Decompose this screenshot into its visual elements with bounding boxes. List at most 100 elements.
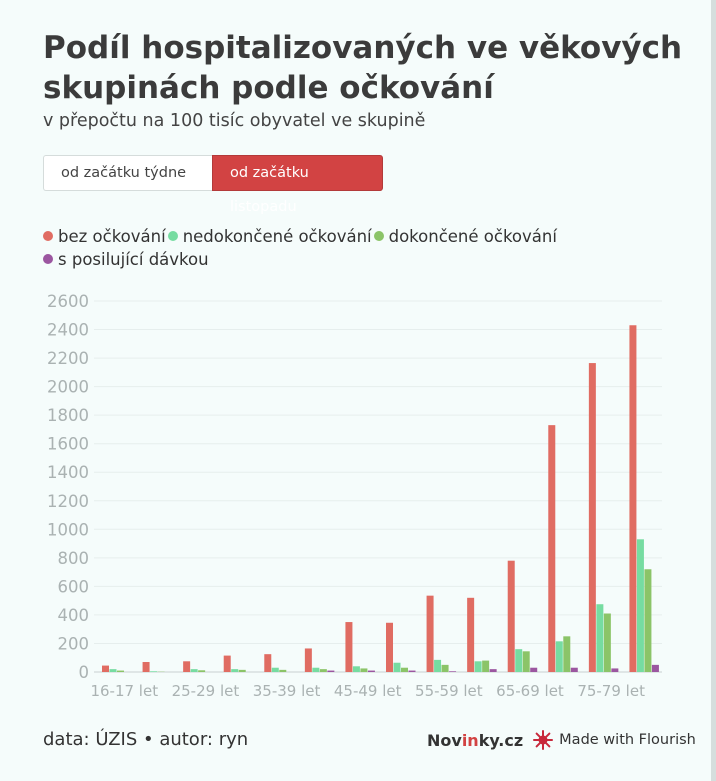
- legend-dot-icon: [373, 231, 384, 241]
- bar: [603, 613, 611, 672]
- footer-brands: Novinky.cz Made with Flourish: [427, 728, 696, 752]
- legend-item[interactable]: bez očkování: [43, 225, 166, 248]
- bar: [271, 667, 279, 672]
- flourish-label: Made with Flourish: [559, 732, 696, 748]
- y-tick-label: 1200: [47, 492, 89, 511]
- y-tick-label: 2600: [47, 292, 89, 311]
- bar: [570, 667, 578, 672]
- chart-subtitle: v přepočtu na 100 tisíc obyvatel ve skup…: [43, 111, 426, 131]
- bar: [644, 569, 652, 672]
- toggle-option-week[interactable]: od začátku týdne: [43, 155, 212, 191]
- bar: [426, 595, 434, 672]
- y-tick-label: 1600: [47, 435, 89, 454]
- bar: [441, 664, 449, 672]
- bar: [150, 671, 158, 672]
- bar: [611, 668, 619, 672]
- chart-legend: bez očkování nedokončené očkování dokončen…: [43, 225, 683, 271]
- bar: [449, 671, 457, 672]
- bar: [386, 622, 393, 672]
- bar: [588, 363, 596, 672]
- y-tick-label: 400: [58, 606, 90, 625]
- bar: [629, 325, 637, 672]
- bar: [548, 425, 556, 672]
- bar: [264, 654, 272, 672]
- bar: [345, 622, 353, 672]
- bar: [279, 669, 287, 672]
- flourish-logo-icon: [533, 730, 554, 750]
- bar: [367, 670, 375, 672]
- legend-item[interactable]: s posilující dávkou: [43, 248, 209, 271]
- x-tick-label: 65-69 let: [496, 682, 564, 700]
- bar: [467, 597, 475, 672]
- y-tick-label: 1400: [47, 463, 89, 482]
- bar: [360, 668, 368, 672]
- x-tick-label: 75-79 let: [577, 682, 645, 700]
- bar: [190, 669, 198, 672]
- bar: [530, 667, 538, 672]
- bar-chart: 0 200 400 600 800 1000 1200 1400 1600 1800 2000 220…: [47, 292, 662, 700]
- x-tick-label: 45-49 let: [334, 682, 402, 700]
- x-tick-label: 16-17 let: [90, 682, 158, 700]
- bar: [555, 641, 563, 672]
- bar: [401, 667, 408, 672]
- y-tick-label: 1800: [47, 406, 89, 425]
- legend-item[interactable]: dokončené očkování: [373, 225, 557, 248]
- y-tick-label: 2200: [47, 349, 89, 368]
- x-tick-label: 25-29 let: [172, 682, 240, 700]
- bar: [231, 669, 239, 672]
- bar: [183, 661, 191, 672]
- bar: [327, 670, 335, 672]
- y-tick-label: 200: [58, 634, 90, 653]
- bar: [515, 649, 523, 672]
- bar: [223, 655, 231, 672]
- bar: [102, 665, 109, 672]
- toggle-option-november[interactable]: od začátku listopadu: [212, 155, 383, 215]
- chart-title: Podíl hospitalizovaných ve věkových skup…: [43, 30, 683, 106]
- y-tick-label: 1000: [47, 520, 89, 539]
- bar: [522, 651, 530, 672]
- bar: [507, 560, 515, 672]
- bar: [474, 661, 482, 672]
- x-tick-label: 55-59 let: [415, 682, 483, 700]
- novinky-logo[interactable]: Novinky.cz: [427, 731, 523, 750]
- y-tick-label: 0: [79, 663, 90, 682]
- bar: [312, 667, 320, 672]
- legend-dot-icon: [167, 231, 178, 241]
- bar: [393, 662, 401, 672]
- bar: [482, 660, 490, 672]
- y-tick-label: 2400: [47, 321, 89, 340]
- bar: [489, 669, 497, 672]
- bar: [636, 539, 644, 672]
- legend-label: s posilující dávkou: [58, 250, 209, 269]
- y-tick-label: 2000: [47, 378, 89, 397]
- bar: [563, 636, 571, 672]
- legend-dot-icon: [43, 254, 53, 264]
- legend-label: dokončené očkování: [388, 227, 557, 246]
- bar: [596, 604, 604, 672]
- bar: [238, 669, 246, 672]
- bar: [117, 670, 124, 672]
- flourish-credit[interactable]: Made with Flourish: [533, 730, 696, 750]
- bar: [109, 669, 117, 672]
- novinky-logo-part: ky.cz: [478, 730, 524, 750]
- x-tick-label: 35-39 let: [253, 682, 321, 700]
- y-tick-label: 800: [58, 549, 90, 568]
- legend-label: nedokončené očkování: [182, 227, 372, 246]
- bar: [198, 670, 206, 672]
- bar: [142, 662, 150, 672]
- bar: [434, 659, 442, 672]
- novinky-logo-part: Nov: [427, 730, 462, 750]
- bar: [408, 670, 416, 672]
- y-tick-label: 600: [58, 577, 90, 596]
- bar: [651, 664, 659, 672]
- novinky-logo-accent: in: [461, 730, 479, 750]
- source-credit: data: ÚZIS • autor: ryn: [43, 729, 249, 750]
- period-toggle: od začátku týdne od začátku listopadu: [43, 155, 383, 215]
- legend-item[interactable]: nedokončené očkování: [167, 225, 372, 248]
- legend-dot-icon: [43, 231, 53, 241]
- bar: [304, 648, 312, 672]
- bar: [352, 666, 360, 672]
- bar: [319, 669, 327, 672]
- legend-label: bez očkování: [58, 227, 166, 246]
